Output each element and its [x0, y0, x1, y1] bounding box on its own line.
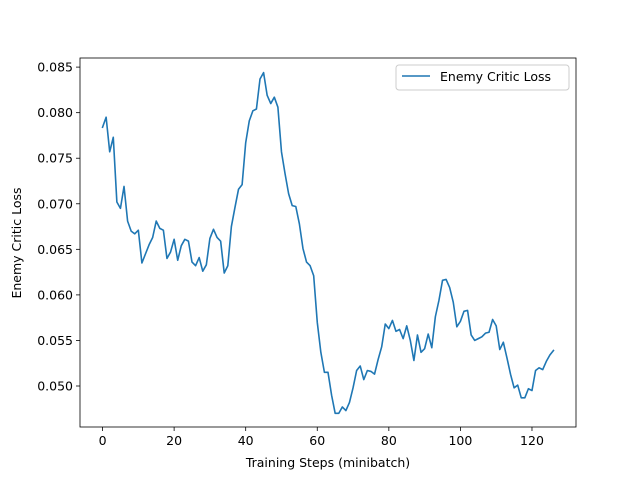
legend: Enemy Critic Loss [395, 64, 570, 91]
y-tick-label: 0.065 [37, 242, 73, 257]
x-tick-label: 60 [309, 433, 325, 448]
x-axis-label: Training Steps (minibatch) [245, 455, 410, 470]
y-tick-label: 0.075 [37, 151, 73, 166]
x-axis-ticks: 0 20 40 60 80 100 120 [99, 427, 544, 448]
x-tick-label: 0 [99, 433, 107, 448]
series-layer [101, 71, 555, 415]
y-tick-label: 0.085 [37, 60, 73, 75]
series-line-0 [101, 71, 555, 415]
y-tick-label: 0.080 [37, 105, 73, 120]
x-tick-label: 120 [520, 433, 544, 448]
legend-frame [395, 64, 570, 91]
y-tick-label: 0.055 [37, 333, 73, 348]
axes-frame [79, 57, 577, 428]
y-axis-label: Enemy Critic Loss [9, 187, 24, 298]
y-tick-label: 0.060 [37, 287, 73, 302]
x-tick-label: 100 [448, 433, 472, 448]
legend-entry-label: Enemy Critic Loss [440, 69, 551, 84]
y-axis-ticks: 0.050 0.055 0.060 0.065 0.070 0.075 0.080 0.085 [37, 60, 80, 394]
y-tick-label: 0.070 [37, 196, 73, 211]
x-tick-label: 40 [238, 433, 254, 448]
plot-area [79, 57, 577, 428]
x-tick-label: 20 [166, 433, 182, 448]
x-tick-label: 80 [381, 433, 397, 448]
y-tick-label: 0.050 [37, 379, 73, 394]
